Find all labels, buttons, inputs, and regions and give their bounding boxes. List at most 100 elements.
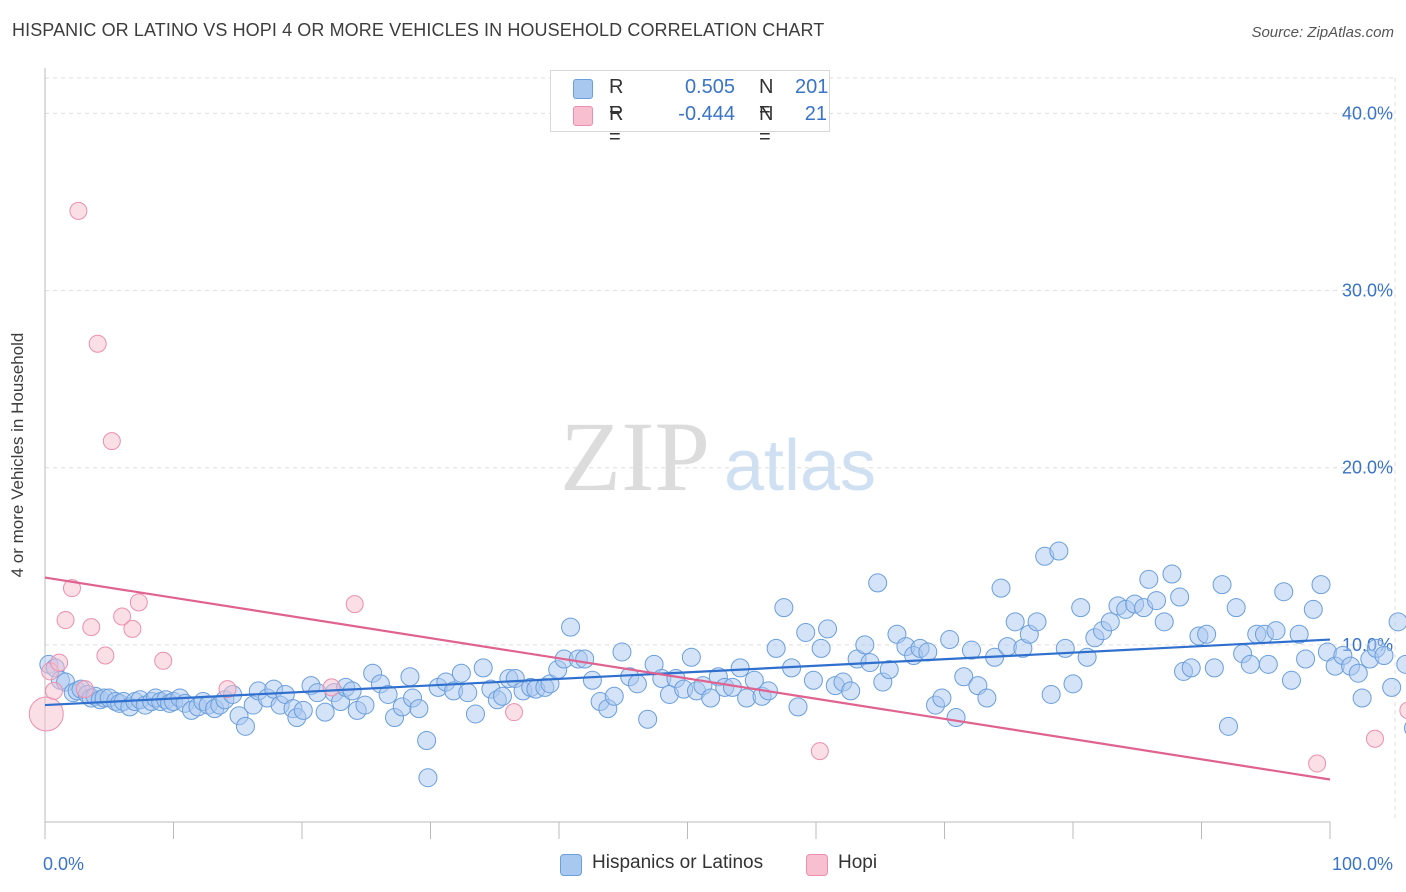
data-point-hispanics — [575, 649, 595, 669]
y-tick-label: 20.0% — [1342, 458, 1393, 478]
data-point-hispanics — [774, 598, 794, 618]
data-point-hispanics — [1154, 612, 1174, 632]
trend-line-hopi — [44, 576, 1331, 781]
data-point-hispanics — [1027, 612, 1047, 632]
trend-lines — [44, 576, 1331, 781]
stats-legend: R = 0.505 N = 201 R = -0.444 N = 21 — [550, 70, 830, 148]
r-label: R = — [609, 103, 624, 148]
data-point-hispanics — [1274, 582, 1294, 602]
data-point-hispanics — [932, 688, 952, 708]
data-point-hispanics — [1266, 621, 1286, 641]
data-point-hispanics — [1240, 654, 1260, 674]
y-tick-label: 30.0% — [1342, 281, 1393, 301]
data-point-hispanics — [235, 716, 255, 736]
data-point-hispanics — [1289, 624, 1309, 644]
n-label: N = — [759, 76, 774, 121]
data-point-hispanics — [1170, 587, 1190, 607]
data-point-hispanics — [1071, 598, 1091, 618]
n-value: 21 — [804, 103, 827, 125]
y-tick-label: 40.0% — [1342, 103, 1393, 123]
data-point-hopi — [218, 680, 237, 699]
data-point-hispanics — [1281, 670, 1301, 690]
series-hispanics-points — [39, 541, 1406, 788]
data-point-hispanics — [1296, 649, 1316, 669]
data-point-hispanics — [612, 642, 632, 662]
data-point-hispanics — [492, 686, 512, 706]
data-point-hispanics — [293, 700, 313, 720]
legend-swatch-blue — [573, 79, 593, 99]
data-point-hopi — [1365, 729, 1384, 748]
data-point-hispanics — [378, 684, 398, 704]
data-point-hispanics — [1055, 638, 1075, 658]
data-point-hispanics — [342, 681, 362, 701]
n-label: N = — [759, 103, 774, 148]
data-point-hispanics — [730, 658, 750, 678]
data-point-hispanics — [458, 683, 478, 703]
data-point-hispanics — [400, 667, 420, 687]
data-point-hopi — [322, 678, 341, 697]
data-point-hispanics — [841, 681, 861, 701]
data-point-hopi — [28, 696, 64, 732]
data-point-hispanics — [451, 663, 471, 683]
data-point-hispanics — [1382, 677, 1402, 697]
data-point-hispanics — [582, 670, 602, 690]
data-point-hopi — [88, 334, 107, 353]
x-tick-label: 100.0% — [1332, 854, 1393, 874]
r-value: 0.505 — [684, 76, 735, 98]
data-point-hispanics — [788, 697, 808, 717]
data-point-hispanics — [638, 709, 658, 729]
data-point-hispanics — [417, 731, 437, 751]
axes — [44, 68, 1331, 839]
data-point-hopi — [62, 579, 81, 598]
data-point-hispanics — [940, 630, 960, 650]
r-label: R = — [609, 76, 624, 121]
legend-swatch-pink — [573, 106, 593, 126]
trend-line-hispanics — [44, 638, 1331, 707]
watermark: ZIP atlas — [560, 401, 876, 512]
legend-swatch-pink — [806, 854, 828, 876]
data-point-hopi — [69, 201, 88, 220]
chart-title: HISPANIC OR LATINO VS HOPI 4 OR MORE VEH… — [12, 20, 825, 40]
data-point-hopi — [102, 432, 121, 451]
data-point-hispanics — [355, 695, 375, 715]
data-point-hispanics — [627, 674, 647, 694]
tick-labels: 10.0%20.0%30.0%40.0%0.0%100.0% — [43, 103, 1393, 874]
data-point-hispanics — [1352, 688, 1372, 708]
data-point-hopi — [75, 680, 94, 699]
data-point-hispanics — [1049, 541, 1069, 561]
data-point-hopi — [50, 653, 69, 672]
data-point-hopi — [345, 595, 364, 614]
data-point-hispanics — [796, 622, 816, 642]
data-point-hispanics — [954, 667, 974, 687]
data-point-hopi — [56, 611, 75, 630]
data-point-hispanics — [1303, 599, 1323, 619]
data-point-hispanics — [1197, 624, 1217, 644]
data-point-hispanics — [1139, 569, 1159, 589]
data-point-hispanics — [1212, 575, 1232, 595]
data-point-hopi — [113, 607, 132, 626]
data-point-hispanics — [465, 704, 485, 724]
watermark-zip: ZIP — [560, 401, 710, 512]
data-point-hispanics — [991, 578, 1011, 598]
data-point-hispanics — [1218, 716, 1238, 736]
data-point-hispanics — [1181, 658, 1201, 678]
n-value: 201 — [795, 76, 829, 98]
data-point-hispanics — [681, 647, 701, 667]
data-point-hispanics — [879, 660, 899, 680]
data-point-hispanics — [918, 642, 938, 662]
data-point-hispanics — [1258, 654, 1278, 674]
r-value: -0.444 — [678, 103, 735, 125]
data-point-hispanics — [803, 670, 823, 690]
data-point-hispanics — [315, 702, 335, 722]
source-note: Source: ZipAtlas.com — [1251, 24, 1394, 41]
data-point-hispanics — [1396, 654, 1406, 674]
data-point-hopi — [154, 651, 173, 670]
legend-swatch-blue — [560, 854, 582, 876]
data-point-hispanics — [855, 635, 875, 655]
data-point-hispanics — [1005, 612, 1025, 632]
data-point-hispanics — [1374, 645, 1394, 665]
data-point-hopi — [44, 681, 63, 700]
data-point-hispanics — [977, 688, 997, 708]
data-point-hispanics — [868, 573, 888, 593]
